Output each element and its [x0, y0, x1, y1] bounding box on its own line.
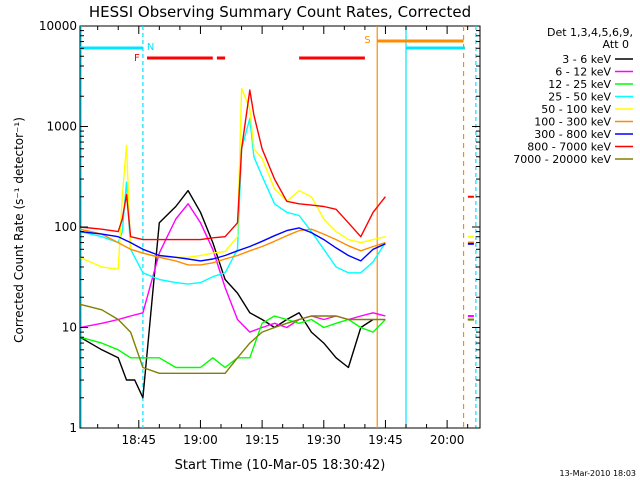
series-line-0: [79, 189, 374, 399]
y-tick-label: 1: [69, 421, 77, 435]
series-line-6: [79, 227, 386, 262]
x-tick-label: 19:30: [306, 433, 341, 447]
legend-entry-label: 25 - 50 keV: [548, 91, 611, 104]
x-axis: 18:45 19:00 19:15 19:30 19:45 20:00: [97, 26, 469, 447]
legend-title-line: Det 1,3,4,5,6,9,: [547, 26, 633, 39]
legend-entry-label: 100 - 300 keV: [534, 116, 611, 129]
series-line-8: [79, 303, 386, 374]
x-tick-label: 19:00: [183, 433, 218, 447]
series-line-4: [79, 87, 386, 270]
y-axis: 1 10 100 1000 10000: [39, 19, 480, 435]
series-line-7: [79, 89, 386, 241]
y-tick-label: 1000: [46, 120, 77, 134]
legend-entry-label: 6 - 12 keV: [555, 66, 611, 79]
series-lines: [79, 87, 474, 399]
legend-title-line: Att 0: [603, 38, 629, 51]
y-tick-label: 10000: [39, 19, 77, 33]
x-tick-label: 18:45: [121, 433, 156, 447]
legend-entry-label: 7000 - 20000 keV: [513, 153, 611, 166]
annotation-label-f: F: [134, 53, 140, 64]
x-tick-label: 19:15: [245, 433, 280, 447]
legend-entry-label: 12 - 25 keV: [548, 78, 611, 91]
series-line-2: [79, 315, 386, 369]
footer-timestamp: 13-Mar-2010 18:03: [560, 469, 637, 478]
legend-entry-label: 800 - 7000 keV: [527, 141, 611, 154]
annotation-label-n: N: [147, 42, 154, 53]
series-line-5: [79, 228, 386, 266]
y-tick-label: 10: [62, 321, 77, 335]
x-axis-label: Start Time (10-Mar-05 18:30:42): [175, 458, 386, 473]
y-axis-label: Corrected Count Rate (s⁻¹ detector⁻¹): [12, 117, 26, 343]
y-tick-label: 100: [54, 220, 77, 234]
legend-entry-label: 3 - 6 keV: [562, 53, 611, 66]
x-tick-label: 19:45: [368, 433, 403, 447]
x-tick-label: 20:00: [430, 433, 465, 447]
annotation-label-s: S: [364, 35, 370, 46]
chart-title: HESSI Observing Summary Count Rates, Cor…: [89, 3, 471, 21]
legend-entry-label: 50 - 100 keV: [541, 103, 611, 116]
legend-entry-label: 300 - 800 keV: [534, 128, 611, 141]
